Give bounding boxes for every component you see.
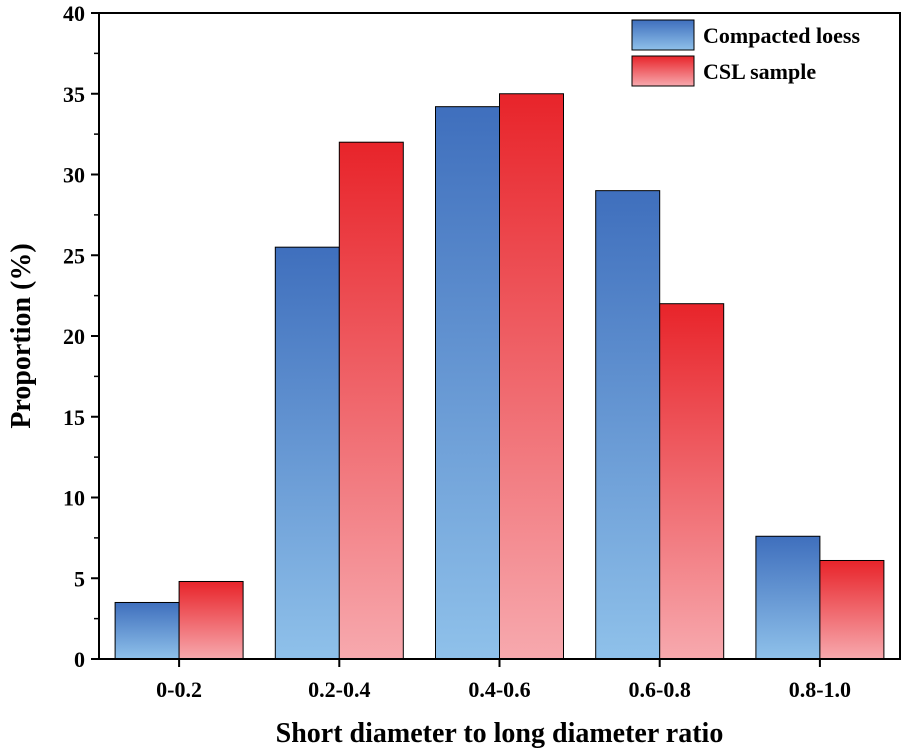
legend-swatch-compacted-loess <box>631 19 695 51</box>
y-tick-label: 10 <box>63 486 85 511</box>
x-tick-label: 0.4-0.6 <box>468 677 530 702</box>
bar-csl-sample-0.2-0.4 <box>338 141 404 660</box>
bar-compacted-loess-0.6-0.8 <box>595 190 661 660</box>
y-tick-label: 0 <box>74 647 85 672</box>
y-tick-label: 20 <box>63 324 85 349</box>
x-tick-label: 0.8-1.0 <box>789 677 851 702</box>
bar-csl-sample-0-0.2 <box>178 580 244 660</box>
y-tick-label: 35 <box>63 82 85 107</box>
legend-label-compacted-loess: Compacted loess <box>703 23 860 48</box>
bar-csl-sample-0.8-1.0 <box>819 559 885 660</box>
bar-csl-sample-0.4-0.6 <box>499 93 564 660</box>
y-tick-label: 5 <box>74 566 85 591</box>
bar-compacted-loess-0.2-0.4 <box>274 246 340 660</box>
bar-csl-sample-0.6-0.8 <box>659 303 725 660</box>
y-tick-label: 25 <box>63 243 85 268</box>
x-tick-label: 0-0.2 <box>156 677 202 702</box>
y-tick-label: 40 <box>63 1 85 26</box>
x-axis-title: Short diameter to long diameter ratio <box>276 718 724 749</box>
bar-compacted-loess-0.8-1.0 <box>755 535 821 660</box>
legend-label-csl-sample: CSL sample <box>703 59 816 84</box>
bar-compacted-loess-0.4-0.6 <box>435 106 500 660</box>
y-axis-title: Proportion (%) <box>6 243 37 428</box>
y-tick-label: 30 <box>63 163 85 188</box>
x-tick-label: 0.6-0.8 <box>629 677 691 702</box>
x-tick-label: 0.2-0.4 <box>308 677 370 702</box>
y-tick-label: 15 <box>63 405 85 430</box>
legend-swatch-csl-sample <box>631 55 695 87</box>
bar-compacted-loess-0-0.2 <box>114 601 180 660</box>
legend: Compacted loess CSL sample <box>631 19 860 87</box>
